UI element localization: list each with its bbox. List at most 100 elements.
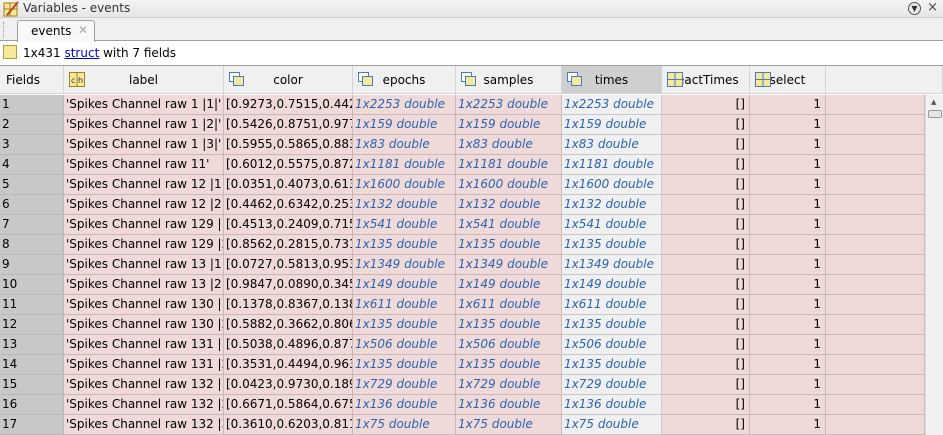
cell-empty[interactable]: [826, 315, 925, 335]
cell-reactTimes[interactable]: []: [662, 175, 750, 195]
cell-select[interactable]: 1: [750, 195, 826, 215]
tab-events[interactable]: events ✕: [17, 20, 95, 42]
cell-label[interactable]: 'Spikes Channel raw 131 |2|': [64, 355, 224, 375]
cell-reactTimes[interactable]: []: [662, 115, 750, 135]
cell-epochs[interactable]: 1x1349 double: [353, 255, 456, 275]
vertical-scrollbar[interactable]: ▲: [925, 95, 943, 435]
cell-times[interactable]: 1x729 double: [562, 375, 662, 395]
cell-select[interactable]: 1: [750, 275, 826, 295]
cell-select[interactable]: 1: [750, 95, 826, 115]
cell-color[interactable]: [0.0727,0.5813,0.9539]: [224, 255, 353, 275]
cell-select[interactable]: 1: [750, 235, 826, 255]
cell-reactTimes[interactable]: []: [662, 335, 750, 355]
cell-times[interactable]: 1x1181 double: [562, 155, 662, 175]
cell-empty[interactable]: [826, 95, 925, 115]
column-header-epochs[interactable]: epochs: [353, 66, 456, 94]
cell-select[interactable]: 1: [750, 395, 826, 415]
cell-label[interactable]: 'Spikes Channel raw 1 |1|': [64, 95, 224, 115]
cell-select[interactable]: 1: [750, 115, 826, 135]
cell-reactTimes[interactable]: []: [662, 395, 750, 415]
cell-label[interactable]: 'Spikes Channel raw 130 |2|': [64, 315, 224, 335]
column-header-samples[interactable]: samples: [456, 66, 562, 94]
column-header-times[interactable]: times: [562, 66, 662, 94]
cell-label[interactable]: 'Spikes Channel raw 131 |1|': [64, 335, 224, 355]
cell-times[interactable]: 1x135 double: [562, 235, 662, 255]
cell-reactTimes[interactable]: []: [662, 255, 750, 275]
cell-label[interactable]: 'Spikes Channel raw 12 |1|': [64, 175, 224, 195]
panel-menu-button[interactable]: ▼: [908, 2, 921, 15]
cell-samples[interactable]: 1x1600 double: [456, 175, 562, 195]
cell-empty[interactable]: [826, 375, 925, 395]
cell-samples[interactable]: 1x1181 double: [456, 155, 562, 175]
cell-samples[interactable]: 1x135 double: [456, 235, 562, 255]
cell-epochs[interactable]: 1x1600 double: [353, 175, 456, 195]
drag-grip[interactable]: [3, 22, 6, 38]
row-header[interactable]: 6: [0, 195, 64, 215]
cell-samples[interactable]: 1x729 double: [456, 375, 562, 395]
cell-color[interactable]: [0.1378,0.8367,0.1386]: [224, 295, 353, 315]
row-header[interactable]: 1: [0, 95, 64, 115]
cell-epochs[interactable]: 1x135 double: [353, 235, 456, 255]
cell-reactTimes[interactable]: []: [662, 195, 750, 215]
cell-select[interactable]: 1: [750, 315, 826, 335]
row-header[interactable]: 16: [0, 395, 64, 415]
cell-color[interactable]: [0.6671,0.5864,0.6751]: [224, 395, 353, 415]
row-header[interactable]: 3: [0, 135, 64, 155]
cell-select[interactable]: 1: [750, 335, 826, 355]
cell-color[interactable]: [0.6012,0.5575,0.8729]: [224, 155, 353, 175]
cell-color[interactable]: [0.5955,0.5865,0.8830]: [224, 135, 353, 155]
cell-reactTimes[interactable]: []: [662, 355, 750, 375]
cell-empty[interactable]: [826, 215, 925, 235]
cell-label[interactable]: 'Spikes Channel raw 129 |1|': [64, 215, 224, 235]
row-header[interactable]: 5: [0, 175, 64, 195]
cell-label[interactable]: 'Spikes Channel raw 132 |2|': [64, 395, 224, 415]
cell-reactTimes[interactable]: []: [662, 155, 750, 175]
cell-color[interactable]: [0.4513,0.2409,0.7150]: [224, 215, 353, 235]
cell-epochs[interactable]: 1x135 double: [353, 315, 456, 335]
row-header[interactable]: 15: [0, 375, 64, 395]
scrollbar-thumb[interactable]: [928, 110, 942, 118]
cell-epochs[interactable]: 1x132 double: [353, 195, 456, 215]
cell-label[interactable]: 'Spikes Channel raw 1 |3|': [64, 135, 224, 155]
cell-samples[interactable]: 1x135 double: [456, 355, 562, 375]
cell-color[interactable]: [0.5038,0.4896,0.8770]: [224, 335, 353, 355]
cell-samples[interactable]: 1x506 double: [456, 335, 562, 355]
column-header-color[interactable]: color: [224, 66, 353, 94]
cell-times[interactable]: 1x135 double: [562, 315, 662, 335]
cell-select[interactable]: 1: [750, 295, 826, 315]
cell-label[interactable]: 'Spikes Channel raw 129 |2|': [64, 235, 224, 255]
row-header[interactable]: 9: [0, 255, 64, 275]
cell-select[interactable]: 1: [750, 255, 826, 275]
cell-epochs[interactable]: 1x136 double: [353, 395, 456, 415]
cell-times[interactable]: 1x135 double: [562, 355, 662, 375]
cell-times[interactable]: 1x132 double: [562, 195, 662, 215]
column-header-reactTimes[interactable]: reactTimes: [662, 66, 750, 94]
cell-epochs[interactable]: 1x135 double: [353, 355, 456, 375]
cell-reactTimes[interactable]: []: [662, 415, 750, 435]
cell-empty[interactable]: [826, 135, 925, 155]
cell-empty[interactable]: [826, 335, 925, 355]
cell-select[interactable]: 1: [750, 355, 826, 375]
cell-color[interactable]: [0.3610,0.6203,0.8112]: [224, 415, 353, 435]
cell-epochs[interactable]: 1x506 double: [353, 335, 456, 355]
cell-epochs[interactable]: 1x83 double: [353, 135, 456, 155]
cell-samples[interactable]: 1x136 double: [456, 395, 562, 415]
cell-empty[interactable]: [826, 295, 925, 315]
column-header-label[interactable]: c h label: [64, 66, 224, 94]
cell-reactTimes[interactable]: []: [662, 275, 750, 295]
cell-label[interactable]: 'Spikes Channel raw 12 |2|': [64, 195, 224, 215]
column-header-select[interactable]: select: [750, 66, 826, 94]
cell-samples[interactable]: 1x2253 double: [456, 95, 562, 115]
row-header[interactable]: 17: [0, 415, 64, 435]
cell-color[interactable]: [0.4462,0.6342,0.2532]: [224, 195, 353, 215]
cell-empty[interactable]: [826, 355, 925, 375]
cell-times[interactable]: 1x1349 double: [562, 255, 662, 275]
cell-select[interactable]: 1: [750, 415, 826, 435]
row-header[interactable]: 7: [0, 215, 64, 235]
cell-times[interactable]: 1x541 double: [562, 215, 662, 235]
column-header-empty[interactable]: [826, 66, 943, 94]
row-header[interactable]: 13: [0, 335, 64, 355]
cell-empty[interactable]: [826, 275, 925, 295]
cell-reactTimes[interactable]: []: [662, 235, 750, 255]
cell-epochs[interactable]: 1x75 double: [353, 415, 456, 435]
